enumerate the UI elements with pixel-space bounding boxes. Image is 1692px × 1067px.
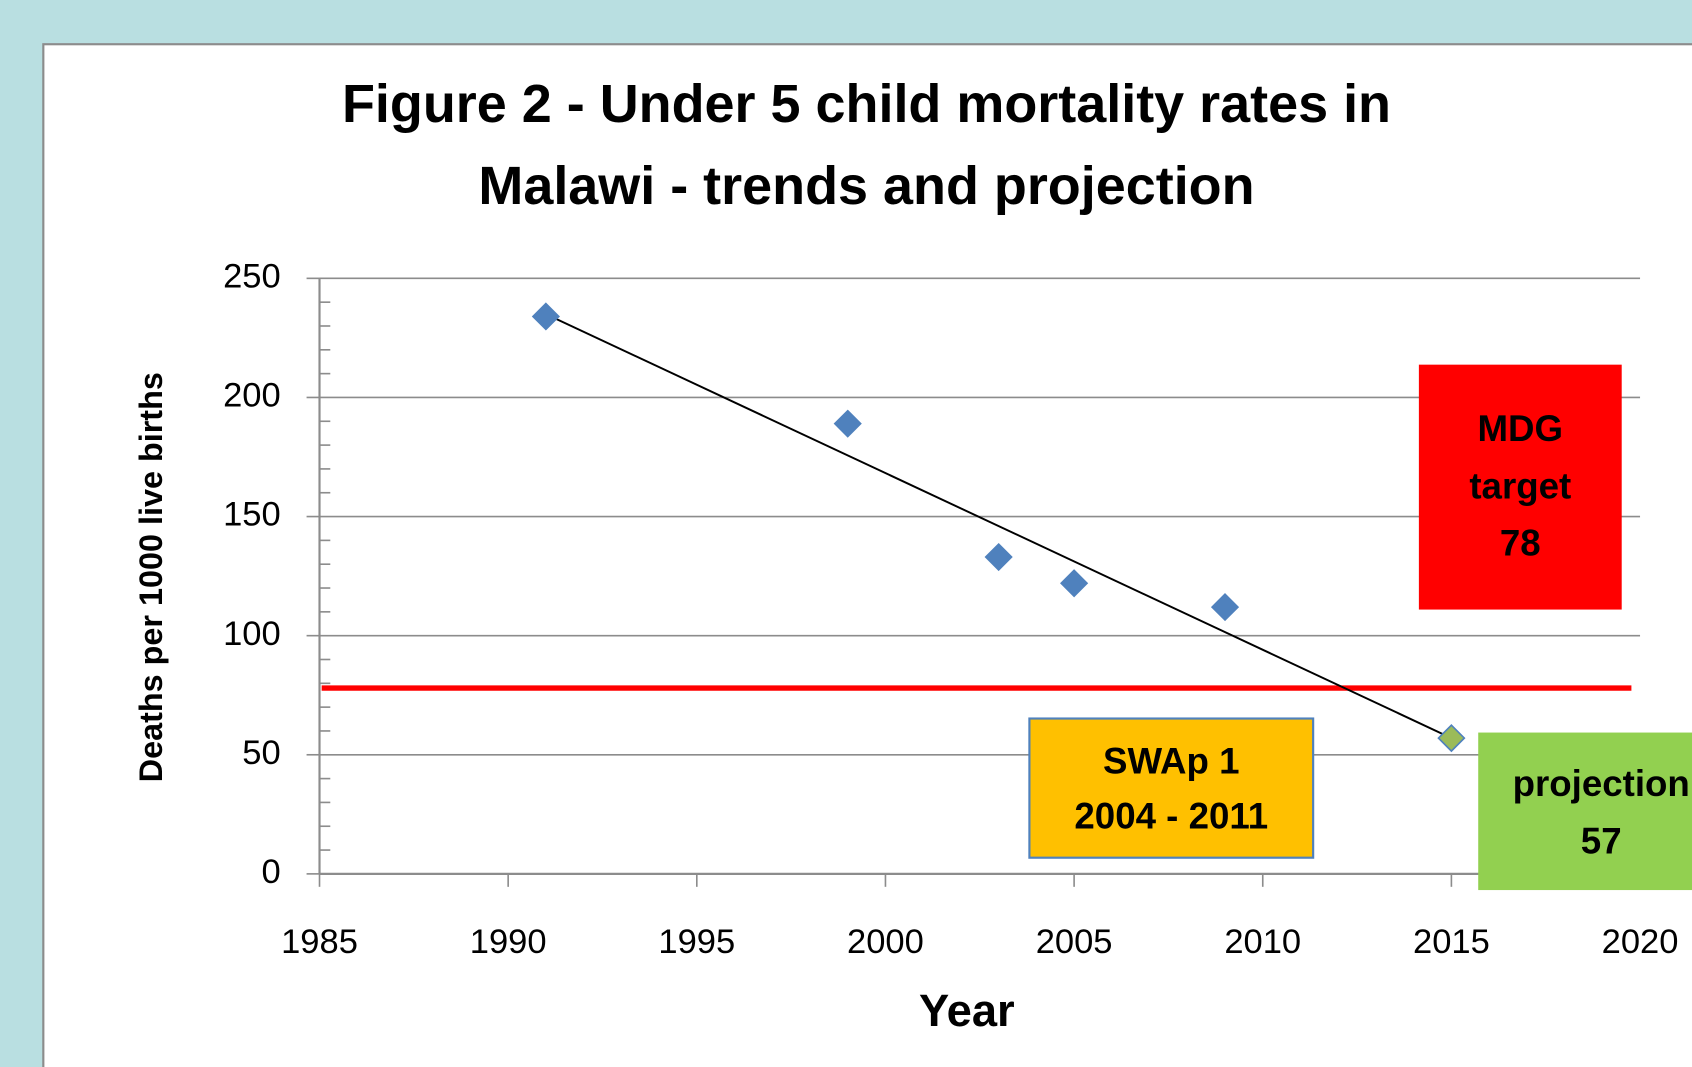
chart-title: Malawi - trends and projection <box>478 156 1254 216</box>
x-tick-label: 1985 <box>281 923 358 961</box>
x-tick-label: 2020 <box>1602 923 1679 961</box>
x-tick-label: 2005 <box>1036 923 1113 961</box>
x-tick-label: 2000 <box>847 923 924 961</box>
annotation-box <box>1418 364 1622 610</box>
annotation-text: 57 <box>1581 820 1622 861</box>
y-tick-label: 250 <box>223 257 281 295</box>
y-tick-label: 50 <box>242 734 280 772</box>
annotation-box <box>1478 732 1692 891</box>
y-tick-label: 150 <box>223 496 281 534</box>
data-point <box>531 302 560 331</box>
x-tick-label: 1995 <box>658 923 735 961</box>
x-tick-label: 2015 <box>1413 923 1490 961</box>
y-axis-label: Deaths per 1000 live births <box>133 372 169 782</box>
data-point <box>1060 569 1089 598</box>
annotation-text: projection <box>1513 763 1690 804</box>
chart-title: Figure 2 - Under 5 child mortality rates… <box>342 74 1391 134</box>
annotation-text: 78 <box>1500 523 1541 564</box>
x-tick-label: 2010 <box>1224 923 1301 961</box>
data-point <box>1437 724 1466 753</box>
trendline <box>545 313 1452 739</box>
chart-panel <box>42 43 1692 1067</box>
y-tick-label: 0 <box>261 853 280 891</box>
annotation-text: 2004 - 2011 <box>1074 796 1268 837</box>
x-axis-label: Year <box>919 985 1015 1036</box>
data-point <box>1210 592 1240 622</box>
data-point <box>984 542 1013 572</box>
annotation-text: MDG <box>1478 408 1564 449</box>
data-point <box>833 409 862 438</box>
y-tick-label: 200 <box>223 377 281 415</box>
x-tick-label: 1990 <box>470 923 547 961</box>
y-tick-label: 100 <box>223 615 281 653</box>
annotation-text: target <box>1469 465 1571 506</box>
annotation-text: SWAp 1 <box>1103 741 1240 782</box>
annotation-box <box>1028 717 1315 859</box>
